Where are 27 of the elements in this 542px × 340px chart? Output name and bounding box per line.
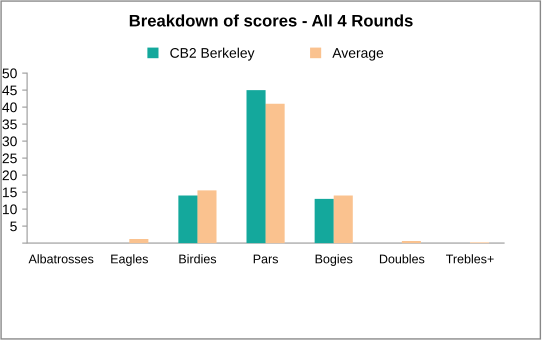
y-tick-label: 25 [2, 153, 17, 164]
y-tick-label: 50 [2, 68, 17, 78]
x-tick-label: Albatrosses [28, 254, 94, 264]
bar [197, 190, 217, 244]
bar [334, 196, 353, 244]
legend-label: CB2 Berkeley [170, 48, 254, 61]
bar [178, 196, 198, 244]
x-tick-label: Bogies [316, 254, 352, 266]
y-tick-label: 15 [2, 188, 17, 198]
y-tick-label: 40 [2, 102, 17, 112]
y-tick-label: 10 [2, 204, 17, 214]
y-tick-label: 20 [2, 170, 17, 180]
x-tick-label: Pars [254, 254, 278, 264]
y-tick-label: 45 [2, 86, 17, 96]
chart-title: Breakdown of scores - All 4 Rounds [130, 14, 413, 27]
x-tick-label: Doubles [380, 254, 424, 264]
y-tick-label: 5 [10, 222, 17, 232]
y-tick-label: 35 [2, 119, 17, 130]
x-tick-label: Eagles [111, 254, 148, 266]
bar [246, 90, 266, 244]
bar [266, 104, 285, 244]
bar [314, 198, 334, 244]
legend-label: Average [332, 48, 384, 61]
x-tick-label: Birdies [179, 254, 216, 264]
x-tick-label: Trebles+ [446, 254, 494, 264]
y-tick-label: 30 [2, 136, 17, 146]
bar [129, 239, 148, 244]
